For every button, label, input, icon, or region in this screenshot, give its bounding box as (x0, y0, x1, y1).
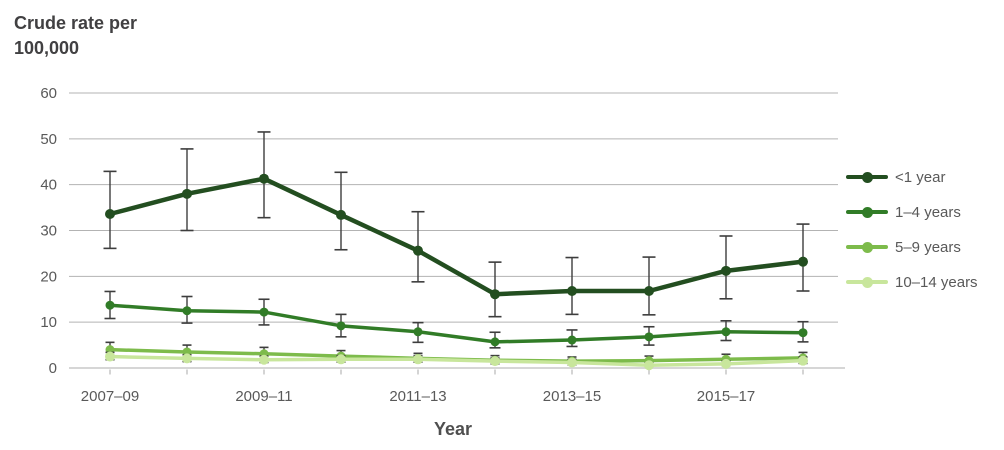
y-tick-label: 50 (40, 131, 57, 148)
y-tick-label: 20 (40, 268, 57, 285)
legend-dot-1-4-years (862, 206, 873, 218)
legend-label-10-14-years: 10–14 years (895, 273, 978, 291)
y-tick-label: 60 (40, 85, 57, 102)
data-point-1-4-years (336, 321, 346, 331)
data-point-under-1-year (721, 265, 731, 276)
data-point-10-14-years (259, 354, 269, 365)
series-line-under-1-year (107, 176, 806, 297)
data-point-10-14-years (182, 353, 192, 364)
data-point-under-1-year (490, 289, 500, 300)
data-point-under-1-year (105, 209, 115, 220)
legend-item-1-4-years: 1–4 years (846, 201, 978, 223)
data-point-1-4-years (259, 307, 269, 317)
legend-marker-10-14-years (846, 276, 888, 288)
data-point-1-4-years (721, 327, 731, 337)
data-point-1-4-years (798, 328, 808, 338)
data-point-1-4-years (413, 327, 423, 337)
data-point-10-14-years (105, 351, 115, 362)
y-tick-label: 40 (40, 177, 57, 194)
chart-title-line2: 100,000 (14, 38, 80, 58)
data-point-10-14-years (721, 358, 731, 369)
data-point-1-4-years (105, 300, 115, 310)
x-tick-label: 2011–13 (389, 388, 446, 405)
data-point-under-1-year (182, 188, 192, 199)
x-tick-label: 2013–15 (543, 388, 601, 405)
series-line-1-4-years (108, 303, 805, 344)
data-point-10-14-years (336, 354, 346, 365)
y-tick-label: 30 (40, 223, 57, 240)
x-axis-title: Year (433, 419, 473, 439)
legend-item-10-14-years: 10–14 years (846, 271, 978, 293)
data-point-10-14-years (644, 360, 654, 371)
legend-marker-under-1-year (846, 171, 888, 183)
data-point-under-1-year (644, 286, 654, 297)
legend-dot-under-1-year (862, 171, 873, 183)
data-point-10-14-years (490, 356, 500, 367)
x-tick-label: 2015–17 (697, 388, 755, 405)
legend: <1 year 1–4 years 5–9 years 10–14 years (846, 166, 978, 306)
x-tick-label: 2009–11 (235, 388, 292, 405)
y-tick-label: 10 (40, 314, 57, 331)
legend-label-1-4-years: 1–4 years (895, 203, 961, 221)
data-point-10-14-years (567, 357, 577, 368)
data-point-1-4-years (490, 337, 500, 347)
legend-dot-10-14-years (862, 276, 873, 288)
data-point-under-1-year (798, 256, 808, 267)
x-tick-label: 2007–09 (81, 388, 139, 405)
y-tick-label: 0 (49, 360, 57, 377)
legend-dot-5-9-years (862, 241, 873, 253)
data-point-1-4-years (182, 306, 192, 316)
data-point-under-1-year (259, 173, 269, 184)
data-point-under-1-year (567, 286, 577, 297)
data-point-10-14-years (413, 354, 423, 365)
data-point-1-4-years (644, 332, 654, 342)
data-point-under-1-year (336, 209, 346, 220)
chart-title: Crude rate per 100,000 (14, 11, 137, 61)
data-point-10-14-years (798, 355, 808, 366)
data-point-1-4-years (567, 335, 577, 345)
legend-item-5-9-years: 5–9 years (846, 236, 978, 258)
legend-label-5-9-years: 5–9 years (895, 238, 961, 256)
legend-label-under-1-year: <1 year (895, 168, 946, 186)
series-line-10-14-years (108, 354, 805, 367)
legend-marker-5-9-years (846, 241, 888, 253)
legend-marker-1-4-years (846, 206, 888, 218)
data-point-under-1-year (413, 245, 423, 256)
chart-title-line1: Crude rate per (14, 13, 138, 33)
legend-item-under-1-year: <1 year (846, 166, 978, 188)
